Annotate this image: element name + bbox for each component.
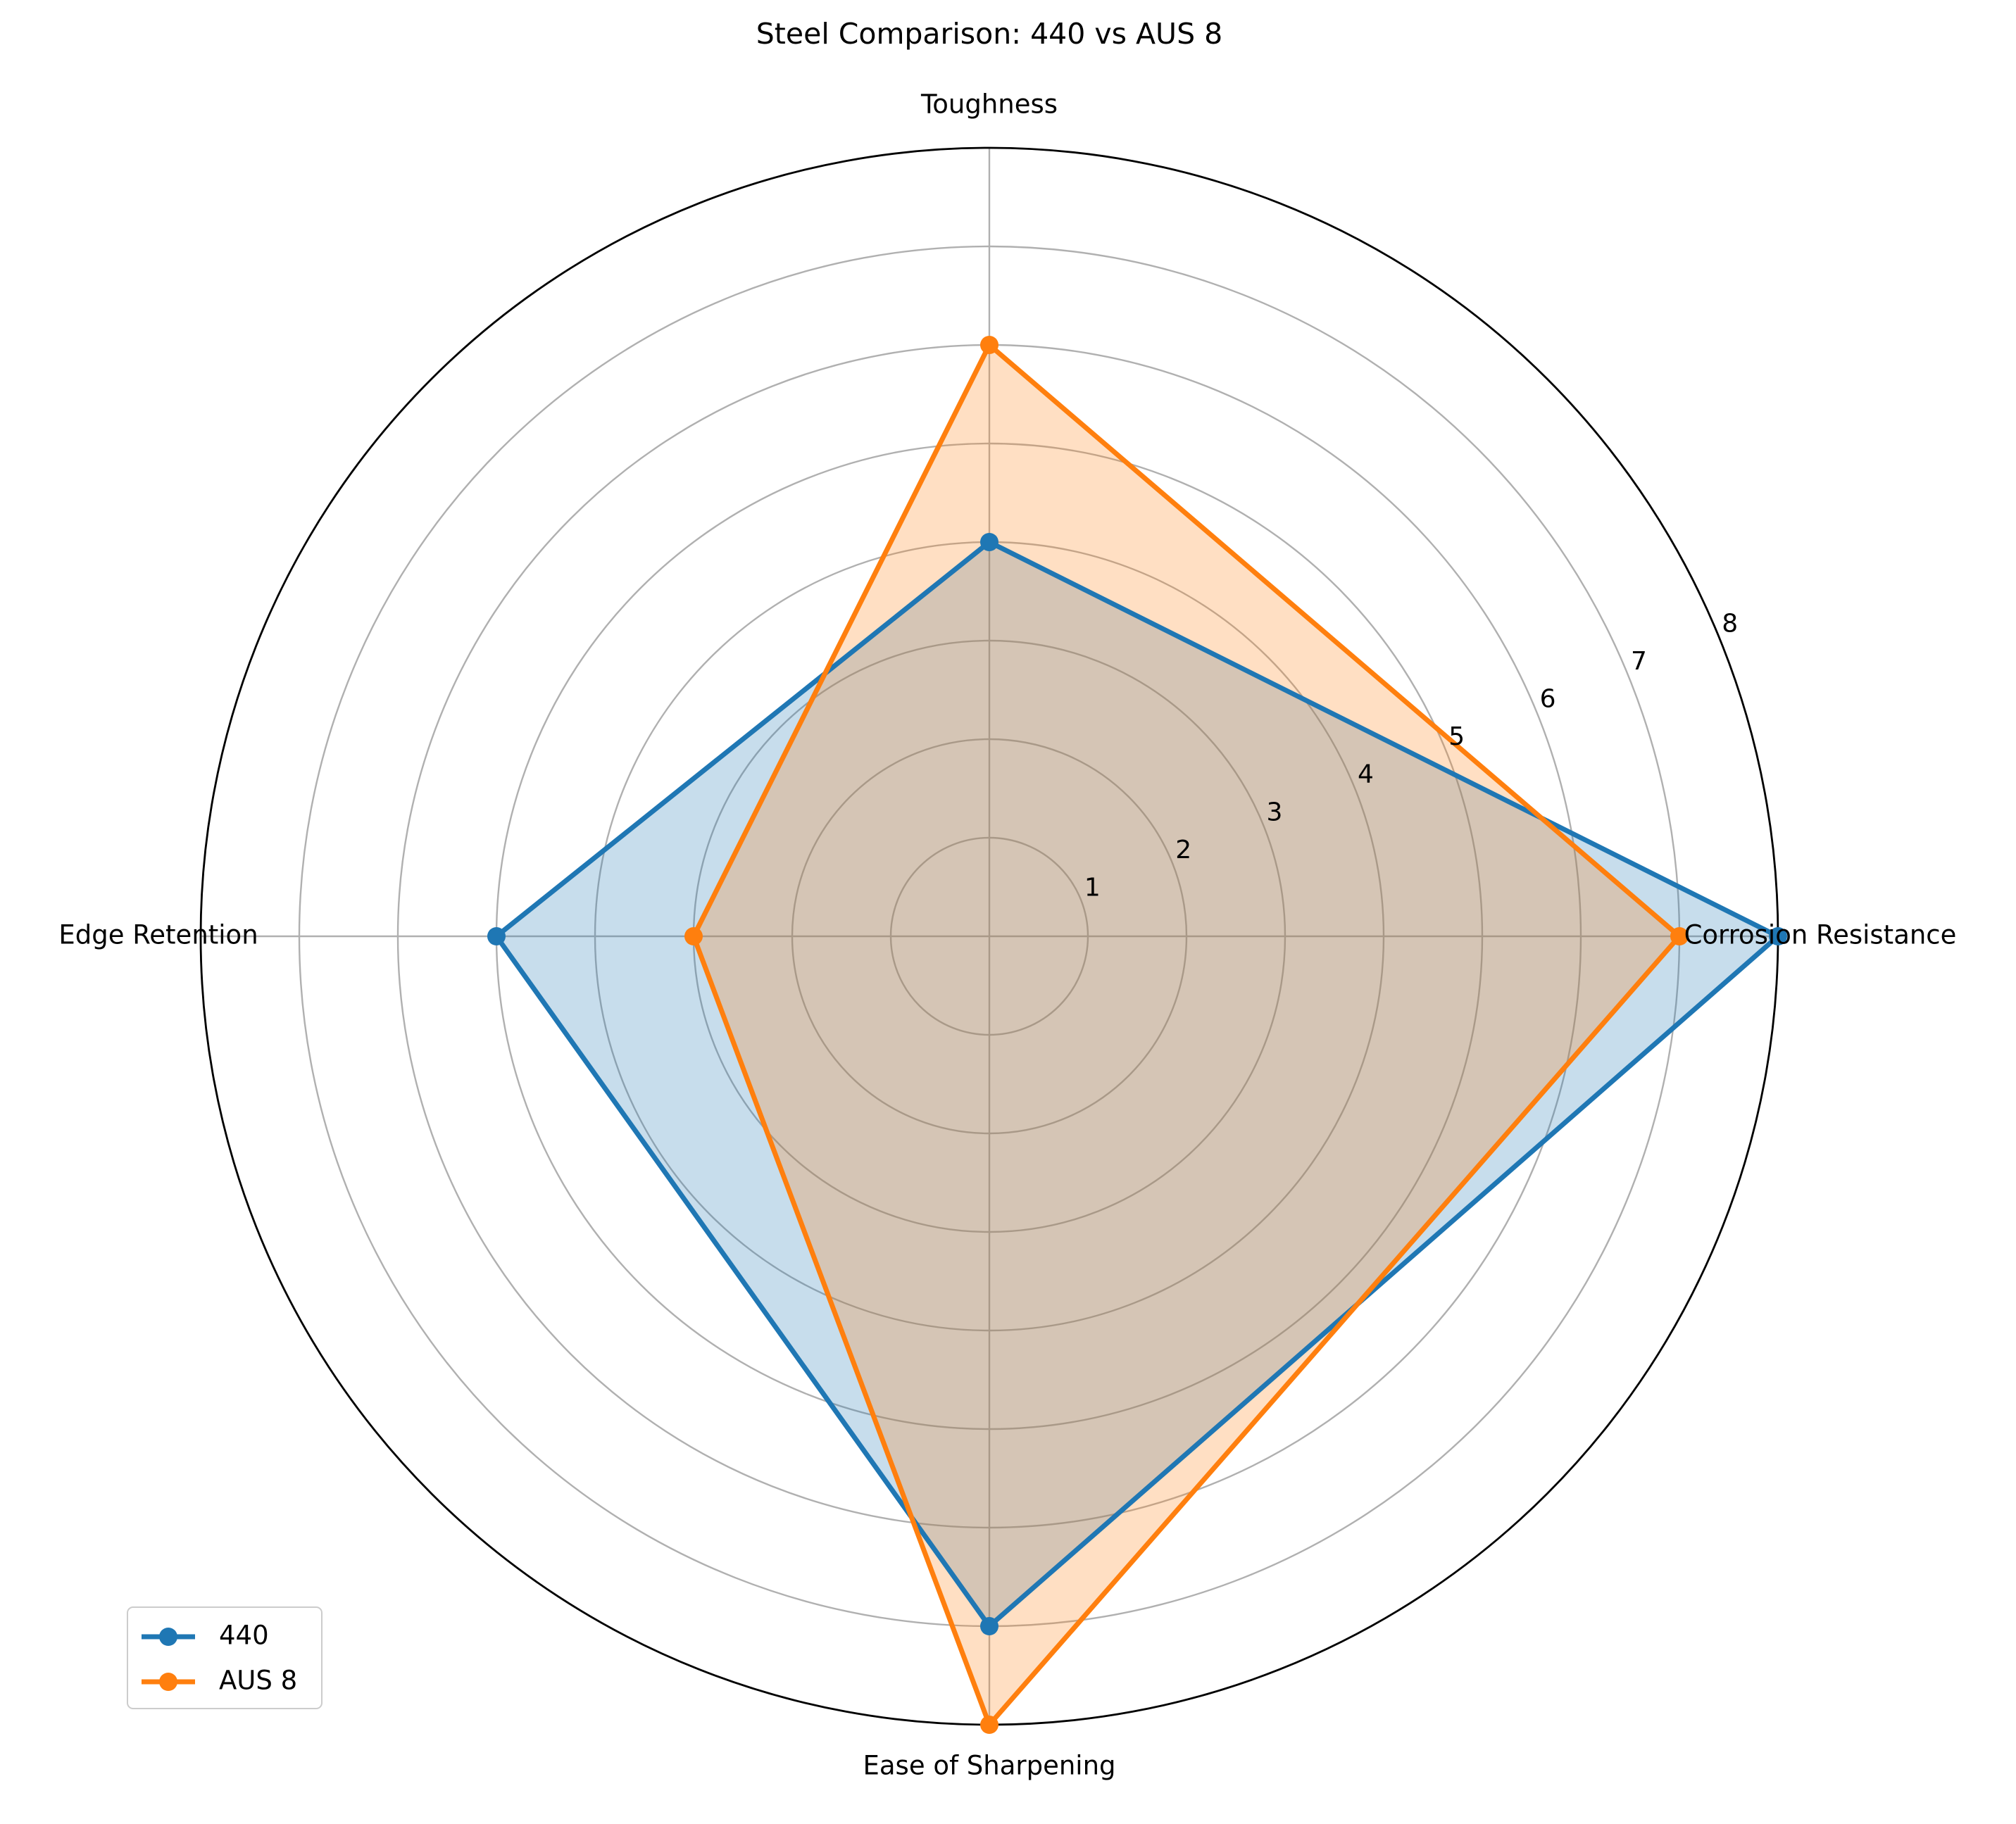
series-line-layer: [487, 336, 1787, 1734]
category-label-1: Corrosion Resistance: [1684, 920, 1957, 950]
radial-tick-label-3: 3: [1267, 798, 1283, 826]
legend-label-2: AUS 8: [219, 1666, 297, 1696]
radial-tick-label-5: 5: [1448, 722, 1465, 751]
data-point-s1-3: [487, 927, 506, 945]
radial-tick-label-2: 2: [1175, 836, 1191, 864]
category-label-3: Edge Retention: [58, 920, 258, 950]
radial-tick-label-8: 8: [1722, 609, 1738, 638]
category-label-4: Ease of Sharpening: [863, 1751, 1115, 1781]
data-point-s2-3: [684, 927, 703, 945]
chart-title: Steel Comparison: 440 vs AUS 8: [756, 17, 1222, 51]
series-fill-1: [496, 542, 1778, 1626]
data-point-s1-1: [1769, 927, 1787, 945]
legend: 440 AUS 8: [127, 1606, 323, 1709]
legend-marker-2: [159, 1673, 177, 1691]
radial-tick-label-1: 1: [1084, 873, 1101, 902]
radial-tick-label-4: 4: [1358, 760, 1374, 789]
data-point-s2-2: [980, 336, 998, 354]
data-point-s2-4: [980, 1716, 998, 1734]
data-point-s1-4: [980, 1617, 998, 1635]
data-point-s2-1: [1670, 927, 1689, 945]
radial-tick-label-6: 6: [1540, 685, 1556, 714]
series-fill-2: [694, 345, 1679, 1725]
data-point-s1-2: [980, 533, 998, 551]
category-labels: Corrosion Resistance Toughness Edge Retent…: [58, 89, 1956, 1781]
series-fill-layer: [496, 345, 1778, 1725]
legend-marker-1: [159, 1628, 177, 1646]
radial-tick-label-7: 7: [1631, 647, 1647, 676]
radial-tick-labels: 1 2 3 4 5 6 7 8: [1084, 609, 1738, 902]
category-label-2: Toughness: [920, 89, 1058, 120]
legend-label-1: 440: [219, 1621, 269, 1651]
